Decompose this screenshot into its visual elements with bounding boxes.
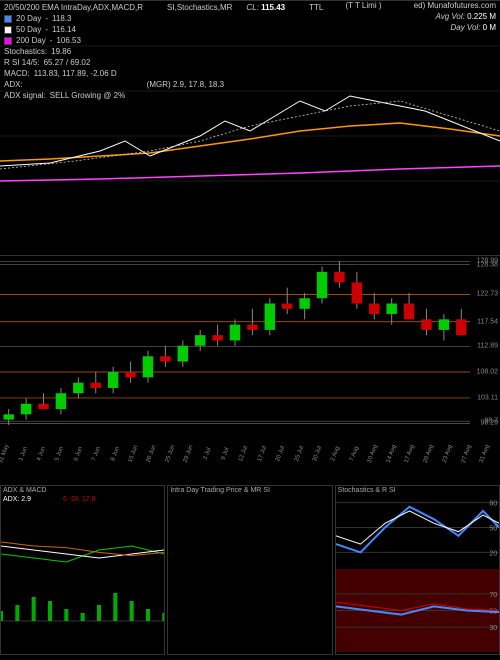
ema20-swatch xyxy=(4,15,12,23)
svg-text:50: 50 xyxy=(489,526,497,533)
ema200-swatch xyxy=(4,37,12,45)
svg-text:30: 30 xyxy=(489,625,497,632)
svg-text:20: 20 xyxy=(489,550,497,557)
chart-header: 20/50/200 EMA IntraDay,ADX,MACD,R SI,Sto… xyxy=(0,0,500,103)
lower-panel-2: Stochastics & R SI205080305070 xyxy=(335,485,500,655)
svg-text:70: 70 xyxy=(489,592,497,599)
ema50-swatch xyxy=(4,26,12,34)
lower-panel-1: Intra Day Trading Price & MR SI xyxy=(167,485,332,655)
candlestick-chart: 128.99128.38122.73117.54112.89108.02103.… xyxy=(0,255,500,445)
svg-text:80: 80 xyxy=(489,501,497,508)
title-mid: SI,Stochastics,MR xyxy=(167,2,232,13)
close-value: 115.43 xyxy=(261,3,285,12)
lower-panel-0: ADX & MACDADX: 2.9 6 -DI: 17.8 xyxy=(0,485,165,655)
title-prefix: 20/50/200 EMA IntraDay,ADX,MACD,R xyxy=(4,2,143,13)
lower-panels: ADX & MACDADX: 2.9 6 -DI: 17.8Intra Day … xyxy=(0,485,500,655)
date-axis: 31 May1 Jun4 Jun5 Jun6 Jun7 Jun8 Jun15 J… xyxy=(0,447,500,465)
